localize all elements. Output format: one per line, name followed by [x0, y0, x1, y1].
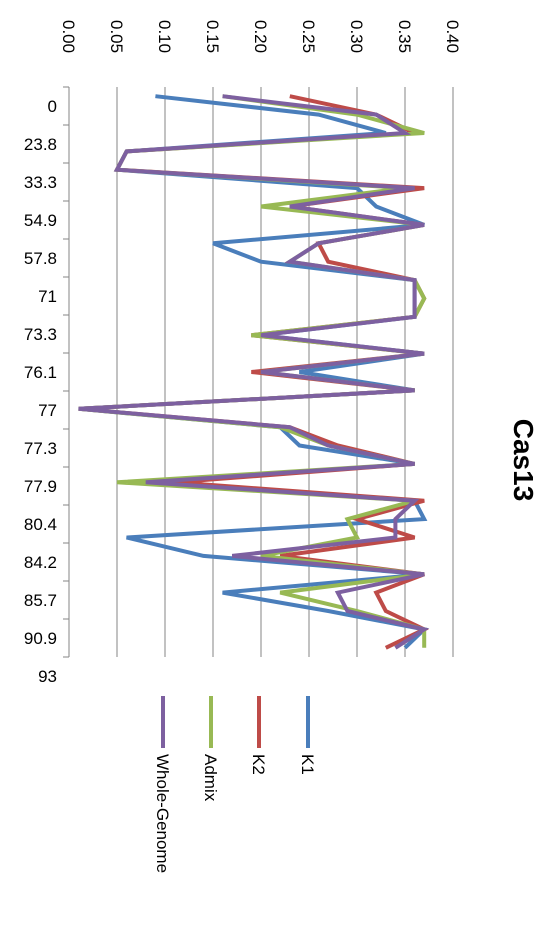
x-tick-label: 84.2: [24, 553, 57, 572]
legend-label: Admix: [201, 754, 220, 802]
x-tick-label: 77.3: [24, 439, 57, 458]
x-tick-label: 85.7: [24, 591, 57, 610]
x-tick-label: 77: [38, 401, 57, 420]
x-tick-label: 23.8: [24, 135, 57, 154]
y-tick-label: 0.00: [59, 20, 78, 53]
x-tick-label: 33.3: [24, 173, 57, 192]
y-tick-label: 0.10: [155, 20, 174, 53]
y-tick-label: 0.20: [251, 20, 270, 53]
x-axis-ticks: 0 23.8 33.3 54.9 57.8 71 73.3 76.1 77 77.3 77.9 80.…: [24, 86, 69, 686]
x-tick-label: 71: [38, 287, 57, 306]
y-axis-ticks: 0.00 0.05 0.10 0.15 0.20 0.25 0.30 0.35 0.40: [59, 20, 462, 53]
y-tick-label: 0.30: [347, 20, 366, 53]
x-tick-label: 73.3: [24, 325, 57, 344]
legend: K1 K2 Admix Whole-Genome: [153, 696, 317, 873]
series-line-whole-genome: [78, 94, 430, 650]
series-line-k2: [78, 94, 429, 650]
y-tick-label: 0.40: [443, 20, 462, 53]
chart-title: Cas13: [508, 419, 539, 502]
y-tick-label: 0.05: [107, 20, 126, 53]
x-tick-label: 54.9: [24, 211, 57, 230]
legend-label: K1: [298, 754, 317, 775]
x-tick-label: 76.1: [24, 363, 57, 382]
series-lines: [78, 94, 430, 650]
x-tick-label: 80.4: [24, 515, 57, 534]
x-tick-label: 90.9: [24, 629, 57, 648]
y-tick-label: 0.15: [203, 20, 222, 53]
legend-label: Whole-Genome: [153, 754, 172, 873]
x-tick-label: 0: [48, 97, 57, 116]
y-tick-label: 0.25: [299, 20, 318, 53]
x-tick-label: 57.8: [24, 249, 57, 268]
x-tick-label: 77.9: [24, 477, 57, 496]
series-line-k1: [78, 94, 429, 650]
chart-title-text: Cas13: [508, 419, 539, 502]
y-tick-label: 0.35: [395, 20, 414, 53]
legend-label: K2: [249, 754, 268, 775]
x-tick-label: 93: [38, 667, 57, 686]
